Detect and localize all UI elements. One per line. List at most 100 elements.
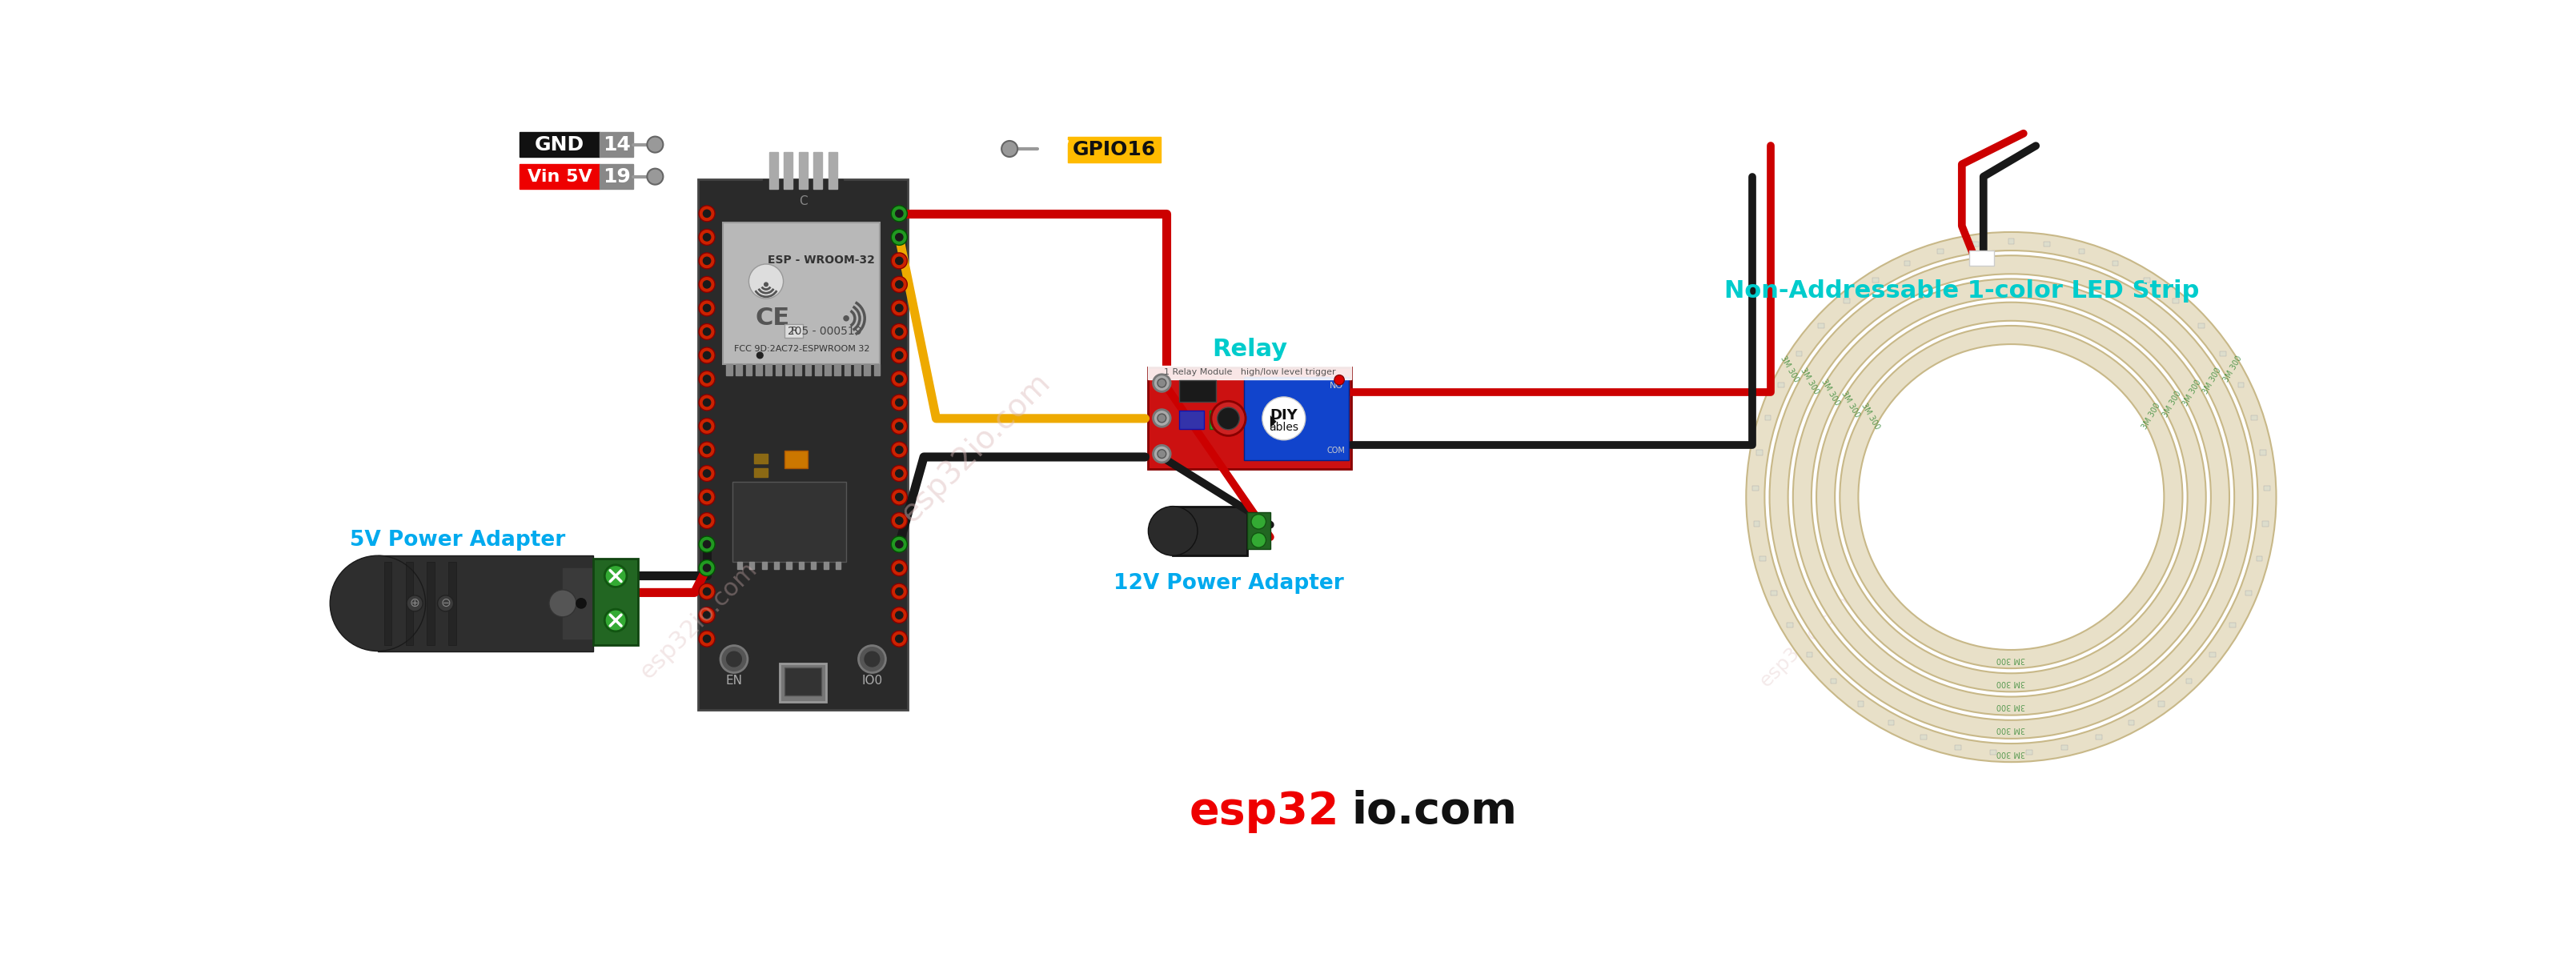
Text: ⊖: ⊖ (440, 598, 451, 609)
Circle shape (896, 352, 904, 359)
Circle shape (858, 646, 886, 673)
Bar (1149, 368, 1352, 469)
Bar (765, 365, 773, 376)
Bar (2197, 324, 2205, 329)
Bar (786, 451, 809, 468)
Bar (1788, 623, 1793, 627)
Circle shape (703, 517, 711, 524)
Circle shape (891, 324, 907, 340)
Bar (775, 365, 781, 376)
Circle shape (1002, 141, 1018, 157)
Circle shape (896, 422, 904, 430)
Bar (2257, 557, 2262, 561)
Bar (698, 180, 907, 710)
Circle shape (1334, 375, 1345, 385)
Bar (2009, 239, 2014, 243)
Text: 1 Relay Module   high/low level trigger: 1 Relay Module high/low level trigger (1164, 369, 1337, 376)
Circle shape (1218, 407, 1239, 429)
Circle shape (605, 609, 626, 631)
Bar (2221, 352, 2226, 356)
Text: EN: EN (726, 674, 742, 687)
Text: NO: NO (1329, 382, 1342, 390)
Circle shape (765, 283, 768, 286)
Bar (2264, 486, 2269, 490)
Circle shape (703, 611, 711, 619)
Bar (1888, 720, 1893, 725)
Bar (600, 164, 634, 189)
Text: 3M 300: 3M 300 (1798, 366, 1821, 396)
Circle shape (1252, 514, 1265, 529)
Text: 3M 300: 3M 300 (1996, 702, 2025, 710)
Text: ESP - WROOM-32: ESP - WROOM-32 (768, 254, 876, 265)
Bar (2172, 299, 2179, 304)
Text: 3M 300: 3M 300 (1996, 725, 2025, 734)
Circle shape (1157, 414, 1167, 422)
Circle shape (896, 446, 904, 453)
Bar (824, 365, 832, 376)
Bar (1937, 249, 1945, 254)
Text: Non-Addressable 1-color LED Strip: Non-Addressable 1-color LED Strip (1723, 279, 2200, 302)
Circle shape (891, 277, 907, 292)
Bar (1968, 251, 1994, 266)
Circle shape (703, 564, 711, 572)
Circle shape (703, 422, 711, 430)
Bar (755, 454, 768, 463)
Bar (744, 365, 752, 376)
Bar (1806, 652, 1814, 657)
Text: GND: GND (536, 135, 585, 154)
Text: esp32io.com: esp32io.com (636, 558, 762, 683)
Text: COM: COM (1327, 446, 1345, 455)
Circle shape (647, 169, 662, 185)
Bar (835, 365, 840, 376)
Circle shape (1154, 375, 1170, 392)
Bar (1832, 678, 1837, 683)
Bar (562, 568, 623, 639)
Circle shape (896, 399, 904, 406)
Bar (773, 561, 778, 569)
Circle shape (750, 264, 783, 299)
Bar (824, 561, 829, 569)
Bar (520, 164, 600, 189)
Bar (1754, 521, 1759, 526)
Bar (750, 561, 755, 569)
Text: 19: 19 (603, 167, 631, 186)
Circle shape (703, 352, 711, 359)
Bar (1244, 376, 1350, 460)
Bar (814, 365, 822, 376)
Bar (762, 561, 768, 569)
Circle shape (1252, 533, 1265, 548)
Circle shape (698, 418, 716, 434)
Circle shape (698, 395, 716, 411)
Bar (2061, 744, 2069, 750)
Circle shape (330, 556, 425, 651)
Bar (1844, 299, 1850, 304)
Bar (737, 561, 742, 569)
Bar (1795, 352, 1803, 356)
Text: 3M 300: 3M 300 (2141, 401, 2161, 430)
Bar (1770, 590, 1777, 595)
Circle shape (1157, 378, 1167, 387)
Circle shape (703, 635, 711, 643)
Bar (762, 180, 842, 211)
Text: 14: 14 (603, 135, 631, 154)
Circle shape (1157, 449, 1167, 458)
Circle shape (891, 536, 907, 553)
Circle shape (703, 399, 711, 406)
Circle shape (698, 253, 716, 269)
Text: C: C (799, 195, 806, 207)
Bar (1211, 411, 1221, 429)
Bar (796, 365, 801, 376)
Circle shape (698, 324, 716, 340)
Bar (1759, 557, 1767, 561)
Text: DIY: DIY (1270, 408, 1298, 422)
Bar (1857, 701, 1865, 706)
Text: 3M 300: 3M 300 (1996, 749, 2025, 757)
Circle shape (726, 650, 742, 668)
Circle shape (891, 583, 907, 600)
Circle shape (698, 466, 716, 482)
Circle shape (577, 599, 587, 608)
Circle shape (703, 257, 711, 264)
Circle shape (896, 305, 904, 311)
Circle shape (698, 559, 716, 576)
Text: ables: ables (1270, 422, 1298, 433)
